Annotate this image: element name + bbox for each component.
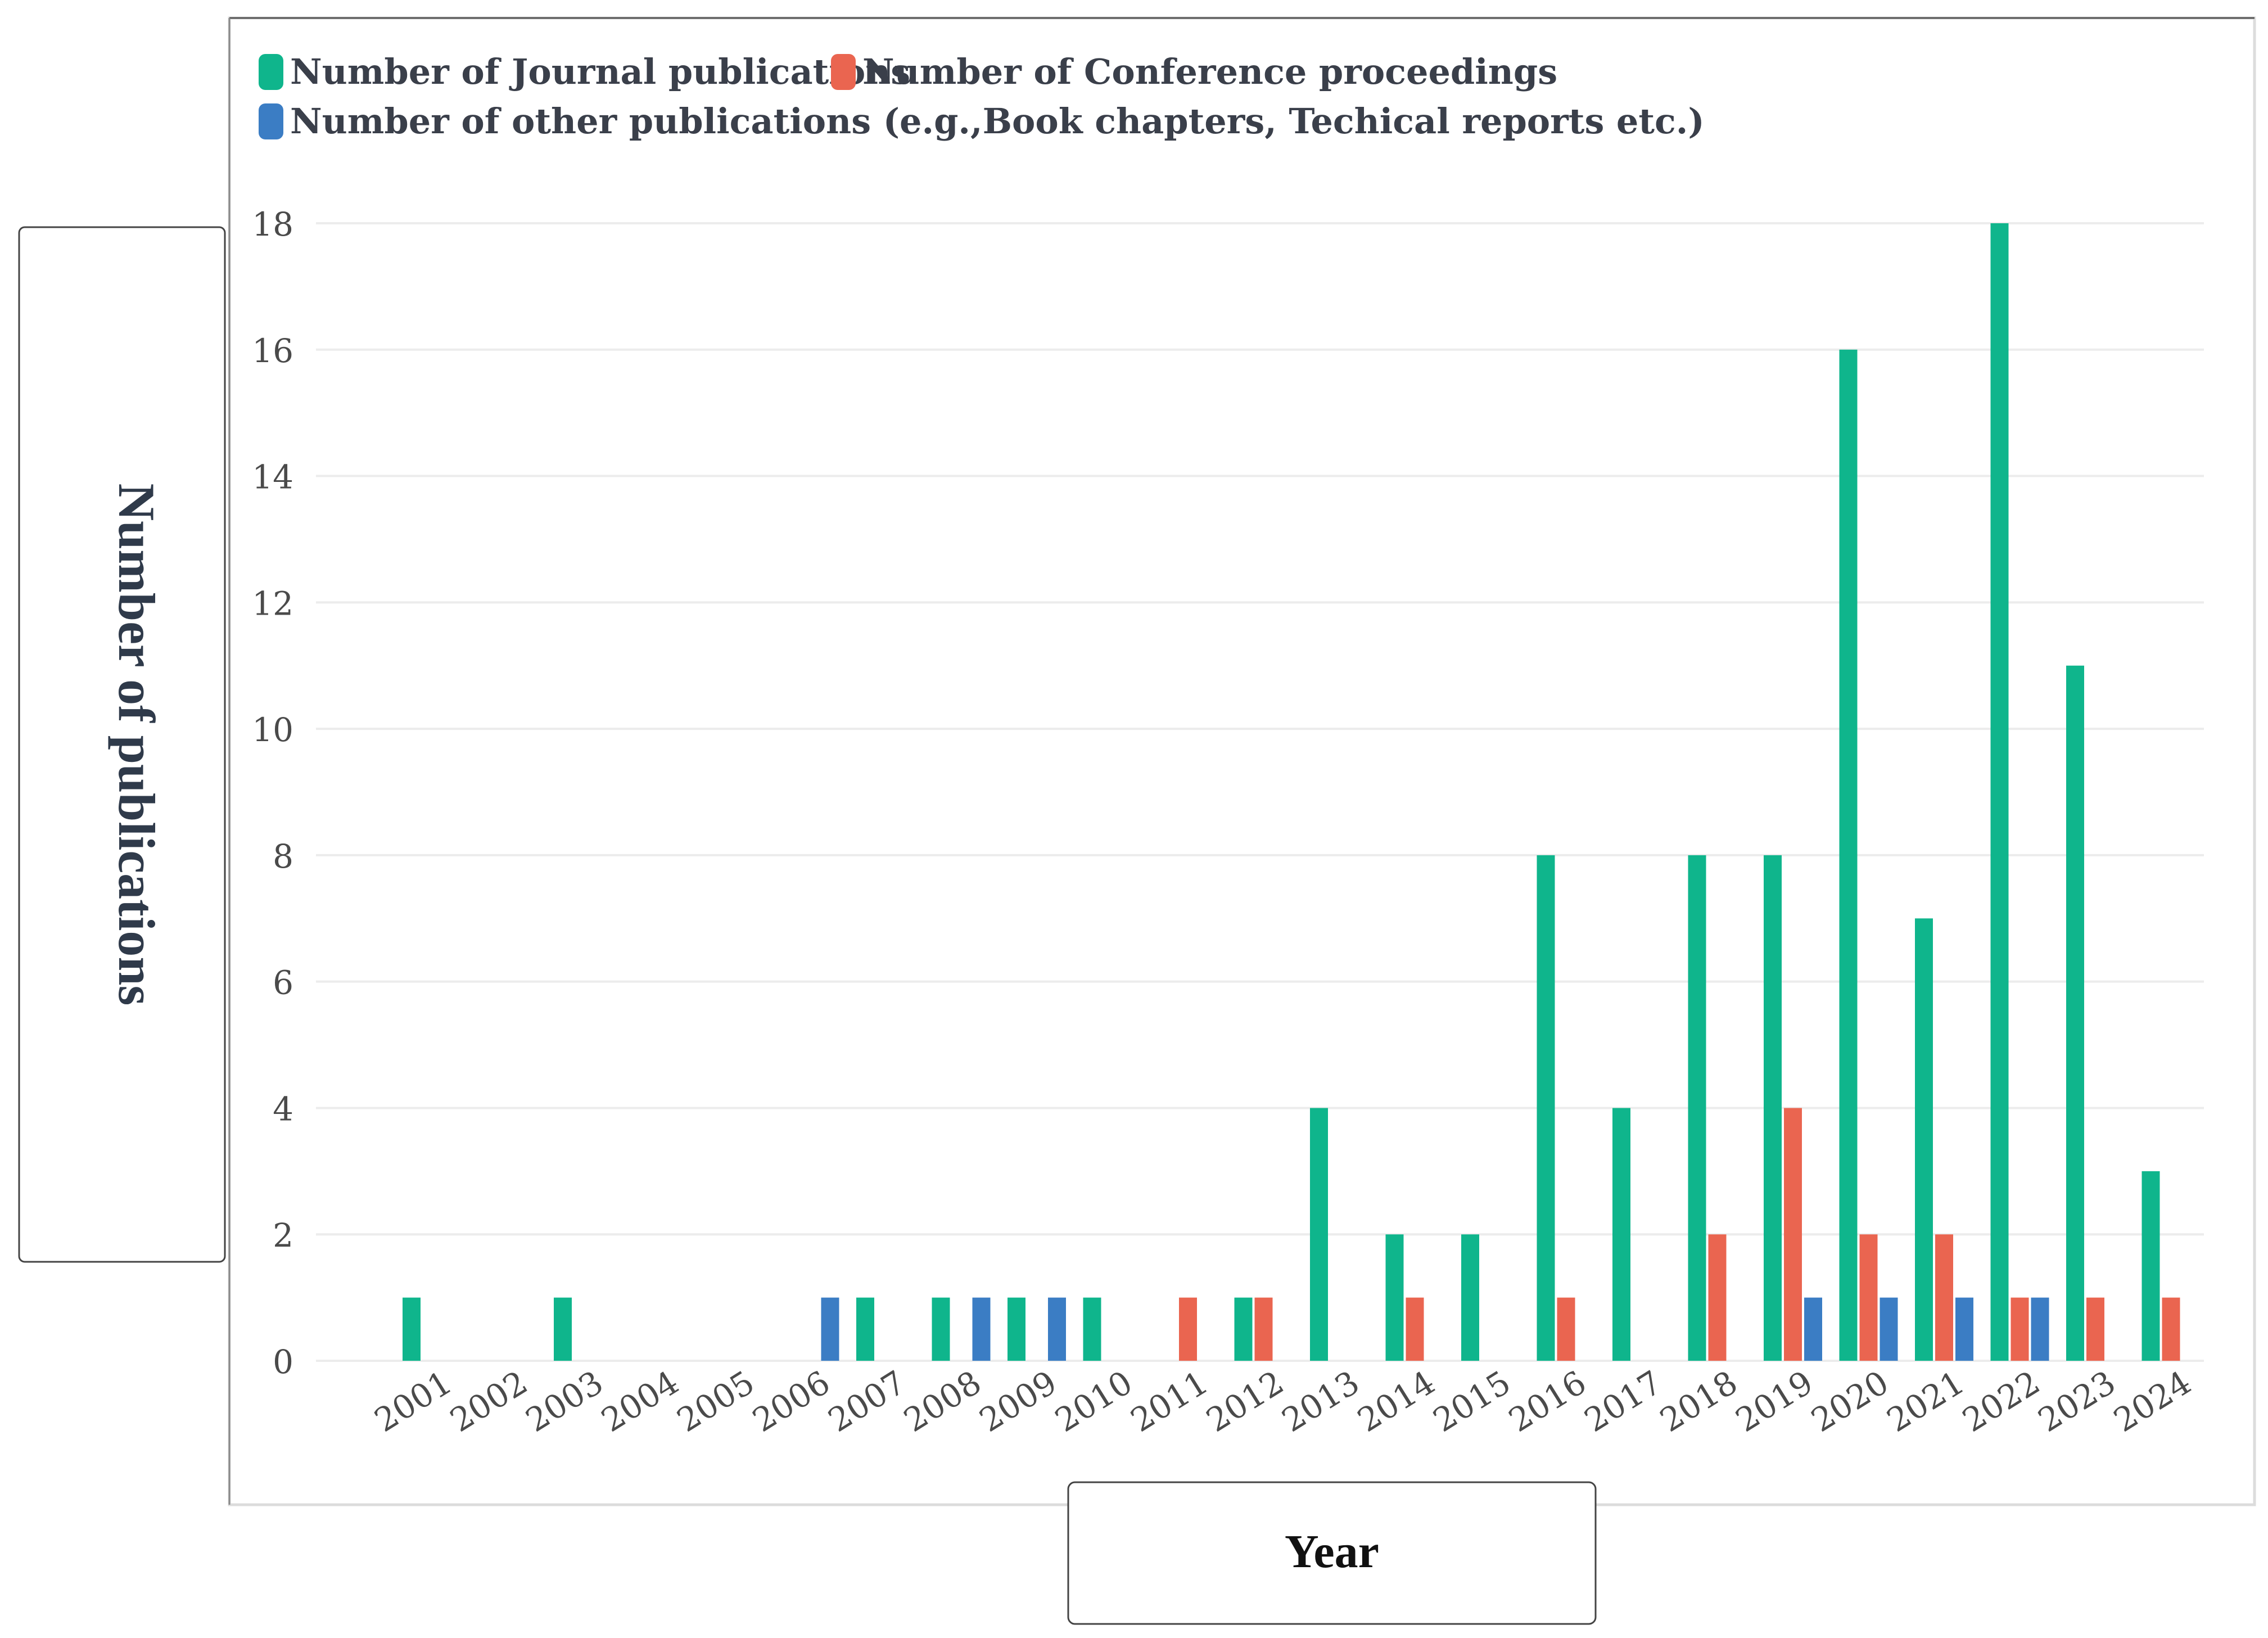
legend-swatch bbox=[831, 54, 856, 90]
y-tick-label: 12 bbox=[252, 584, 293, 622]
bar-conference bbox=[1254, 1297, 1273, 1361]
bar-journal bbox=[2066, 665, 2084, 1361]
x-tick-label: 2012 bbox=[1200, 1363, 1290, 1440]
y-tick-label: 8 bbox=[273, 837, 293, 876]
x-tick-label: 2010 bbox=[1049, 1363, 1139, 1440]
legend-swatch bbox=[259, 54, 283, 90]
legend-label: Number of other publications (e.g.,Book … bbox=[290, 101, 1705, 142]
x-tick-label: 2018 bbox=[1653, 1363, 1744, 1440]
y-axis-title: Number of publications bbox=[108, 484, 165, 1006]
bar-journal bbox=[1461, 1234, 1479, 1361]
bar-other bbox=[1955, 1297, 1973, 1361]
x-tick-labels: 2001200220032004200520062007200820092010… bbox=[368, 1363, 2198, 1440]
bar-conference bbox=[1784, 1108, 1802, 1361]
bar-other bbox=[1048, 1297, 1066, 1361]
x-tick-label: 2009 bbox=[973, 1363, 1063, 1440]
x-tick-label: 2019 bbox=[1729, 1363, 1819, 1440]
bar-journal bbox=[1008, 1297, 1025, 1361]
bar-journal bbox=[932, 1297, 950, 1361]
bar-conference bbox=[1557, 1297, 1575, 1361]
bar-journal bbox=[1310, 1108, 1328, 1361]
gridlines bbox=[316, 222, 2204, 1362]
x-tick-label: 2024 bbox=[2107, 1363, 2198, 1440]
x-tick-label: 2003 bbox=[519, 1363, 609, 1440]
bar-other bbox=[972, 1297, 991, 1361]
x-tick-label: 2005 bbox=[670, 1363, 761, 1440]
y-tick-label: 2 bbox=[273, 1216, 293, 1255]
bar-conference bbox=[1859, 1234, 1878, 1361]
y-tick-label: 4 bbox=[273, 1090, 293, 1128]
bar-conference bbox=[1179, 1297, 1197, 1361]
bar-journal bbox=[1612, 1108, 1630, 1361]
y-tick-label: 6 bbox=[273, 964, 293, 1002]
bars bbox=[403, 223, 2180, 1361]
legend-swatch bbox=[259, 103, 283, 139]
bar-journal bbox=[1764, 855, 1782, 1361]
bar-conference bbox=[2086, 1297, 2104, 1361]
x-tick-label: 2001 bbox=[368, 1363, 458, 1440]
bar-conference bbox=[1935, 1234, 1953, 1361]
y-tick-label: 14 bbox=[252, 458, 293, 497]
y-tick-label: 0 bbox=[273, 1343, 293, 1381]
x-tick-label: 2021 bbox=[1880, 1363, 1971, 1440]
bar-journal bbox=[1990, 223, 2009, 1361]
x-tick-label: 2007 bbox=[821, 1363, 912, 1440]
x-axis-title-box bbox=[1067, 1481, 1597, 1625]
legend-label: Number of Journal publications bbox=[290, 51, 910, 92]
bar-other bbox=[1880, 1297, 1898, 1361]
bar-conference bbox=[1708, 1234, 1727, 1361]
bar-journal bbox=[554, 1297, 572, 1361]
bar-journal bbox=[2142, 1171, 2160, 1361]
y-tick-labels: 0 2 4 6 8 10 12 14 16 18 bbox=[252, 205, 293, 1381]
x-axis-title: Year bbox=[1285, 1526, 1379, 1578]
x-tick-label: 2015 bbox=[1426, 1363, 1517, 1440]
bar-conference bbox=[1406, 1297, 1424, 1361]
x-tick-label: 2011 bbox=[1124, 1363, 1214, 1440]
bar-other bbox=[2031, 1297, 2049, 1361]
legend-label: Number of Conference proceedings bbox=[862, 51, 1557, 92]
bar-journal bbox=[1839, 349, 1858, 1361]
bar-journal bbox=[1385, 1234, 1404, 1361]
y-tick-label: 18 bbox=[252, 205, 293, 243]
bar-conference bbox=[2011, 1297, 2029, 1361]
bar-other bbox=[1804, 1297, 1822, 1361]
bar-journal bbox=[1234, 1297, 1253, 1361]
y-tick-label: 16 bbox=[252, 332, 293, 370]
bar-other bbox=[821, 1297, 839, 1361]
bar-journal bbox=[1083, 1297, 1101, 1361]
bar-journal bbox=[403, 1297, 421, 1361]
bar-journal bbox=[1915, 918, 1933, 1361]
x-tick-label: 2022 bbox=[1956, 1363, 2046, 1440]
bar-journal bbox=[1688, 855, 1706, 1361]
bar-journal bbox=[856, 1297, 874, 1361]
x-tick-label: 2013 bbox=[1275, 1363, 1366, 1440]
bar-journal bbox=[1537, 855, 1555, 1361]
x-tick-label: 2023 bbox=[2031, 1363, 2122, 1440]
x-tick-label: 2020 bbox=[1805, 1363, 1895, 1440]
x-tick-label: 2014 bbox=[1351, 1363, 1442, 1440]
y-axis-title-box bbox=[18, 226, 226, 1263]
x-tick-label: 2006 bbox=[746, 1363, 837, 1440]
x-tick-label: 2008 bbox=[897, 1363, 988, 1440]
y-tick-label: 10 bbox=[252, 711, 293, 749]
x-tick-label: 2016 bbox=[1502, 1363, 1593, 1440]
x-tick-label: 2002 bbox=[444, 1363, 534, 1440]
x-tick-label: 2017 bbox=[1578, 1363, 1668, 1440]
bar-conference bbox=[2162, 1297, 2180, 1361]
x-tick-label: 2004 bbox=[595, 1363, 685, 1440]
